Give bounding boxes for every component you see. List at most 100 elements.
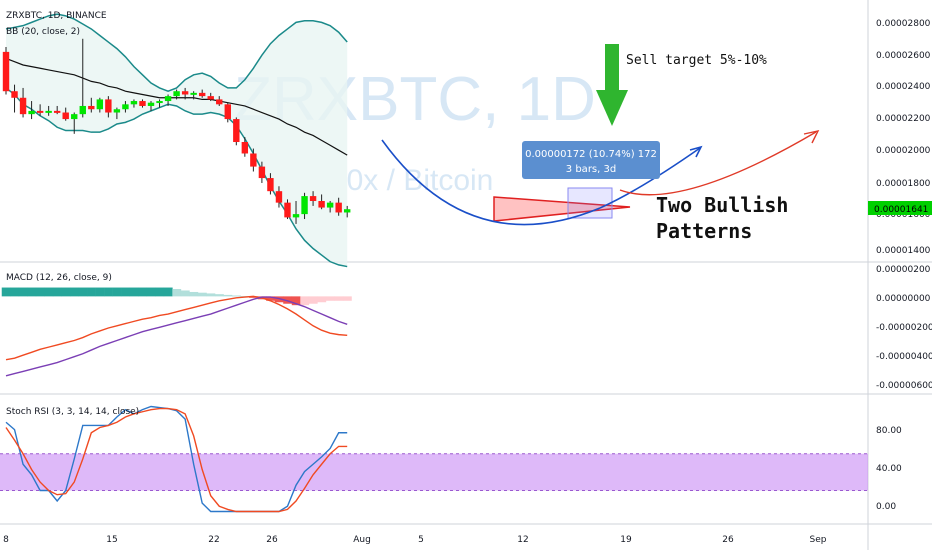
- macd-histogram-bar: [129, 287, 139, 297]
- time-tick: 26: [266, 535, 278, 545]
- red-projection-arrow: [619, 131, 817, 196]
- candle-body: [181, 91, 189, 95]
- macd-histogram-bar: [172, 289, 182, 297]
- macd-histogram-bar: [10, 287, 20, 297]
- stoch-tick: 40.00: [876, 464, 902, 474]
- candle-body: [79, 105, 86, 115]
- candle-body: [2, 51, 10, 92]
- candle-body: [113, 109, 121, 113]
- candle-body: [198, 92, 206, 97]
- time-tick: 15: [106, 535, 117, 545]
- macd-histogram-bar: [95, 287, 105, 297]
- macd-histogram-bar: [138, 287, 148, 297]
- macd-histogram-bar: [325, 296, 335, 301]
- macd-tick: 0.00000000: [876, 294, 931, 304]
- macd-histogram-bar: [1, 287, 11, 297]
- candle-body: [28, 110, 35, 115]
- candle-body: [122, 104, 129, 110]
- candle-body: [258, 166, 266, 179]
- macd-histogram-bar: [121, 287, 130, 297]
- stoch-band: [0, 453, 868, 491]
- watermark-subtitle: 0x / Bitcoin: [347, 164, 494, 197]
- candle-body: [105, 99, 112, 113]
- triangle-pattern: [493, 196, 631, 222]
- macd-series: [1, 287, 352, 377]
- measure-tooltip: 0.00000172 (10.74%) 172 3 bars, 3d: [522, 141, 660, 179]
- blue-projection-arrow: [599, 147, 701, 209]
- macd-histogram-bar: [283, 296, 293, 304]
- macd-histogram-bar: [104, 287, 113, 297]
- price-axis[interactable]: 0.00002800 0.00002600 0.00002400 0.00002…: [868, 19, 932, 256]
- red-arrow-head: [803, 130, 820, 144]
- blue-arrow-head: [689, 145, 703, 158]
- macd-label: MACD (12, 26, close, 9): [6, 273, 112, 283]
- price-tick: 0.00002200: [876, 114, 931, 124]
- price-tick: 0.00001400: [876, 246, 931, 256]
- price-tick: 0.00002000: [876, 146, 931, 156]
- candle-body: [301, 196, 308, 215]
- candlestick-series: [2, 38, 351, 224]
- candle-body: [344, 209, 351, 213]
- macd-histogram-bar: [35, 287, 45, 297]
- candle-body: [71, 114, 78, 120]
- candle-body: [318, 201, 325, 208]
- bb-upper-line: [5, 13, 348, 93]
- candle-body: [53, 110, 61, 113]
- macd-histogram-bar: [334, 296, 344, 301]
- macd-histogram-bar: [78, 287, 88, 297]
- candle-body: [147, 102, 155, 106]
- time-tick: 12: [517, 535, 528, 545]
- price-tick: 0.00002800: [876, 19, 931, 29]
- candle-body: [250, 153, 257, 167]
- candle-body: [173, 91, 180, 97]
- measure-box: [567, 187, 613, 219]
- last-price-text: 0.00001641: [874, 205, 928, 215]
- candle-body: [224, 104, 231, 120]
- macd-tick: -0.00000400: [876, 352, 932, 362]
- measure-text-line2: 3 bars, 3d: [566, 164, 616, 175]
- candle-body: [19, 97, 27, 115]
- time-tick: Aug: [353, 535, 371, 545]
- macd-tick: 0.00000200: [876, 265, 931, 275]
- time-axis[interactable]: 8 15 22 26 Aug 5 12 19 26 Sep: [3, 535, 827, 545]
- macd-tick: -0.00000600: [876, 381, 932, 391]
- bollinger-band-fill: [6, 14, 348, 267]
- macd-histogram-bar: [163, 287, 173, 297]
- candle-body: [130, 101, 138, 105]
- bb-fill-area: [6, 14, 348, 267]
- price-tick: 0.00002600: [876, 51, 931, 61]
- macd-histogram-bar: [300, 296, 310, 306]
- candle-body: [156, 101, 163, 104]
- stoch-tick: 80.00: [876, 426, 902, 436]
- macd-histogram-bar: [155, 287, 165, 297]
- macd-histogram-bar: [18, 287, 28, 297]
- macd-histogram-bar: [189, 291, 199, 297]
- candle-body: [36, 110, 44, 113]
- macd-histogram-bar: [291, 296, 301, 306]
- stoch-label: Stoch RSI (3, 3, 14, 14, close): [6, 407, 139, 417]
- candle-body: [284, 202, 291, 218]
- macd-histogram-bar: [214, 294, 224, 297]
- candle-body: [267, 178, 274, 192]
- candle-body: [62, 112, 69, 120]
- candle-body: [335, 202, 342, 213]
- macd-histogram-bar: [206, 293, 216, 297]
- candle-body: [309, 196, 317, 202]
- macd-histogram-bar: [27, 287, 37, 297]
- time-tick: Sep: [810, 535, 827, 545]
- macd-line: [5, 295, 348, 361]
- candle-body: [164, 96, 172, 102]
- time-tick: 8: [3, 535, 9, 545]
- time-tick: 5: [418, 535, 424, 545]
- measure-text-line1: 0.00000172 (10.74%) 172: [525, 149, 657, 160]
- patterns-text-line2: Patterns: [656, 219, 752, 243]
- macd-axis[interactable]: 0.00000200 0.00000000 -0.00000200 -0.000…: [876, 265, 932, 391]
- stoch-d-line: [5, 407, 348, 513]
- macd-tick: -0.00000200: [876, 323, 932, 333]
- stoch-rsi-series: [0, 405, 868, 513]
- macd-histogram-bar: [308, 296, 318, 304]
- candle-body: [88, 105, 95, 110]
- macd-histogram-bar: [112, 287, 122, 297]
- time-tick: 19: [620, 535, 632, 545]
- stoch-axis[interactable]: 80.00 40.00 0.00: [876, 426, 902, 512]
